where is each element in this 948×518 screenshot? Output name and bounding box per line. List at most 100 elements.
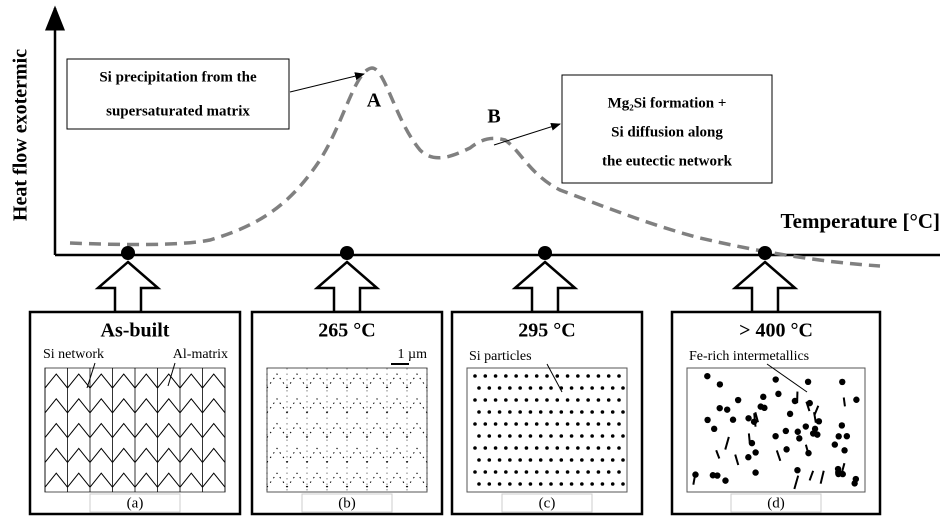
si-particle: [730, 417, 736, 423]
annotation-text: Mg₂Si formation +: [608, 95, 727, 111]
si-particle: [555, 446, 559, 450]
si-particle: [724, 406, 730, 412]
si-particle: [851, 480, 857, 486]
si-particle: [494, 422, 498, 426]
si-particle: [586, 422, 590, 426]
si-particle: [518, 458, 522, 462]
panel-title: As-built: [101, 320, 170, 342]
si-particle: [529, 410, 533, 414]
si-particle: [504, 398, 508, 402]
si-particle: [692, 471, 698, 477]
panel-title: > 400 °C: [739, 320, 813, 342]
si-particle: [621, 482, 625, 486]
si-particle: [586, 374, 590, 378]
si-particle: [494, 398, 498, 402]
si-particle: [735, 397, 741, 403]
si-particle: [590, 458, 594, 462]
si-particle: [539, 410, 543, 414]
si-particle: [597, 470, 601, 474]
peak-label: B: [487, 106, 500, 128]
si-particle: [758, 403, 764, 409]
annotation-text: Si diffusion along: [611, 124, 723, 140]
si-particle: [555, 422, 559, 426]
si-particle: [525, 398, 529, 402]
si-particle: [722, 477, 728, 483]
si-particle: [477, 410, 481, 414]
temperature-point: [121, 246, 135, 260]
si-particle: [607, 398, 611, 402]
si-particle: [773, 376, 779, 382]
si-particle: [549, 482, 553, 486]
si-particle: [710, 472, 716, 478]
si-particle: [504, 422, 508, 426]
si-particle: [752, 469, 758, 475]
si-particle: [504, 470, 508, 474]
si-particle: [477, 434, 481, 438]
si-particle: [751, 419, 757, 425]
micrograph-label: Si particles: [469, 349, 532, 364]
si-particle: [601, 386, 605, 390]
si-particle: [529, 458, 533, 462]
micrograph-label: Fe-rich intermetallics: [689, 349, 809, 364]
si-particle: [473, 470, 477, 474]
si-particle: [498, 458, 502, 462]
si-particle: [498, 434, 502, 438]
si-particle: [498, 482, 502, 486]
si-particle: [704, 373, 710, 379]
si-particle: [498, 410, 502, 414]
si-particle: [549, 386, 553, 390]
si-particle: [580, 458, 584, 462]
si-particle: [566, 422, 570, 426]
si-particle: [504, 446, 508, 450]
si-particle: [518, 434, 522, 438]
x-axis-label: Temperature [°C]: [781, 209, 940, 233]
si-particle: [559, 434, 563, 438]
annotation-text: supersaturated matrix: [106, 103, 250, 119]
si-particle: [570, 386, 574, 390]
si-particle: [607, 374, 611, 378]
si-particle: [494, 374, 498, 378]
si-particle: [539, 386, 543, 390]
si-particle: [621, 386, 625, 390]
si-particle: [621, 434, 625, 438]
pointer: [494, 124, 560, 145]
si-particle: [580, 482, 584, 486]
si-particle: [566, 398, 570, 402]
si-particle: [580, 410, 584, 414]
arrow: [515, 262, 575, 312]
si-particle: [783, 428, 789, 434]
panel-caption: (d): [767, 495, 785, 511]
arrow: [735, 262, 795, 312]
si-particle: [559, 458, 563, 462]
panel-caption: (c): [539, 495, 556, 511]
si-particle: [749, 440, 755, 446]
si-particle: [617, 398, 621, 402]
si-particle: [607, 446, 611, 450]
si-particle: [576, 446, 580, 450]
si-particle: [525, 374, 529, 378]
si-particle: [535, 398, 539, 402]
si-particle: [483, 446, 487, 450]
si-particle: [514, 398, 518, 402]
si-particle: [539, 458, 543, 462]
si-particle: [483, 422, 487, 426]
si-particle: [514, 422, 518, 426]
arrow: [317, 262, 377, 312]
si-particle: [621, 458, 625, 462]
si-particle: [841, 447, 847, 453]
si-particle: [597, 422, 601, 426]
panel-title: 295 °C: [518, 320, 575, 342]
si-particle: [555, 398, 559, 402]
si-particle: [570, 434, 574, 438]
panel-caption: (a): [127, 495, 144, 511]
si-particle: [539, 434, 543, 438]
si-particle: [805, 450, 811, 456]
si-particle: [545, 374, 549, 378]
si-particle: [586, 398, 590, 402]
si-particle: [611, 434, 615, 438]
si-particle: [508, 434, 512, 438]
si-particle: [559, 410, 563, 414]
si-particle: [525, 422, 529, 426]
si-particle: [514, 374, 518, 378]
si-particle: [597, 398, 601, 402]
